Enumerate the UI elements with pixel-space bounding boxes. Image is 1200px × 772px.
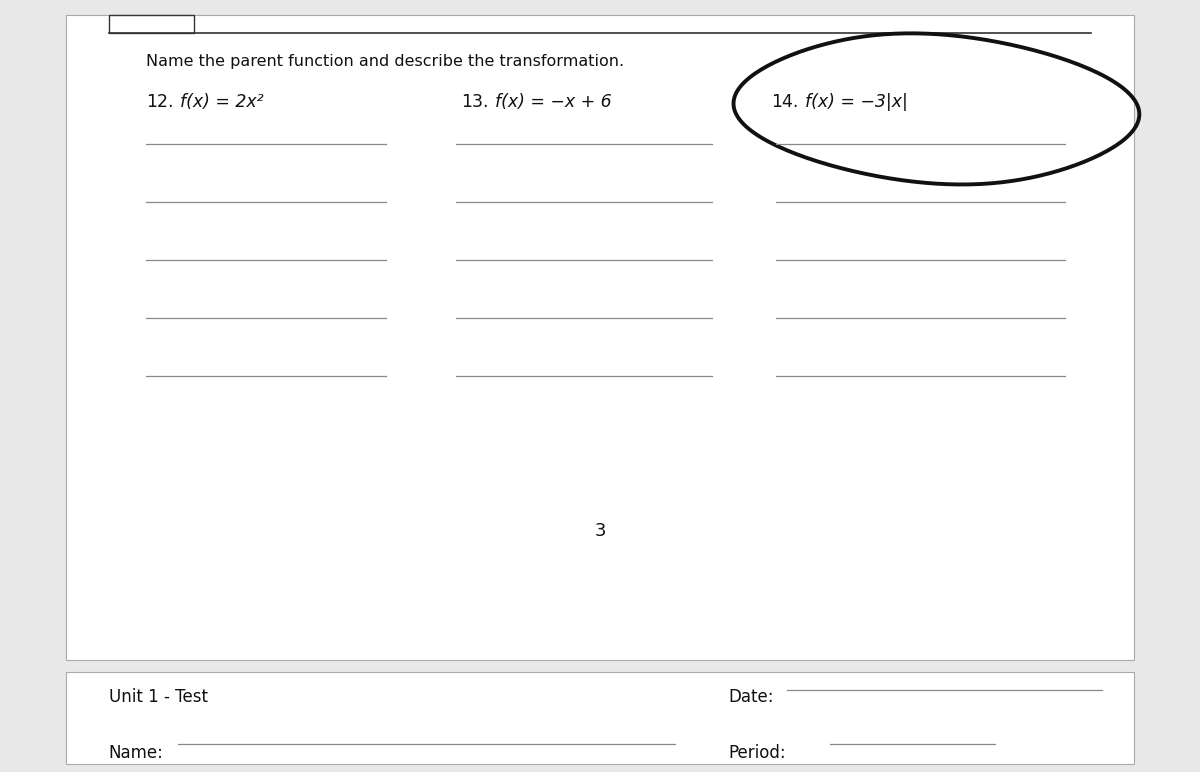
Text: Unit 1 - Test: Unit 1 - Test bbox=[109, 689, 208, 706]
FancyBboxPatch shape bbox=[66, 672, 1134, 764]
Text: Period:: Period: bbox=[728, 744, 786, 762]
Text: Name:: Name: bbox=[109, 744, 163, 762]
Text: f(x) = 2x²: f(x) = 2x² bbox=[180, 93, 264, 111]
FancyBboxPatch shape bbox=[109, 15, 194, 33]
Text: 3: 3 bbox=[594, 522, 606, 540]
Text: 13.: 13. bbox=[461, 93, 488, 111]
Text: 14.: 14. bbox=[770, 93, 798, 111]
Text: f(x) = −x + 6: f(x) = −x + 6 bbox=[496, 93, 612, 111]
Text: Date:: Date: bbox=[728, 689, 774, 706]
FancyBboxPatch shape bbox=[66, 15, 1134, 660]
Text: Name the parent function and describe the transformation.: Name the parent function and describe th… bbox=[146, 54, 624, 69]
Text: f(x) = −3|x|: f(x) = −3|x| bbox=[805, 93, 908, 111]
Text: 12.: 12. bbox=[146, 93, 174, 111]
